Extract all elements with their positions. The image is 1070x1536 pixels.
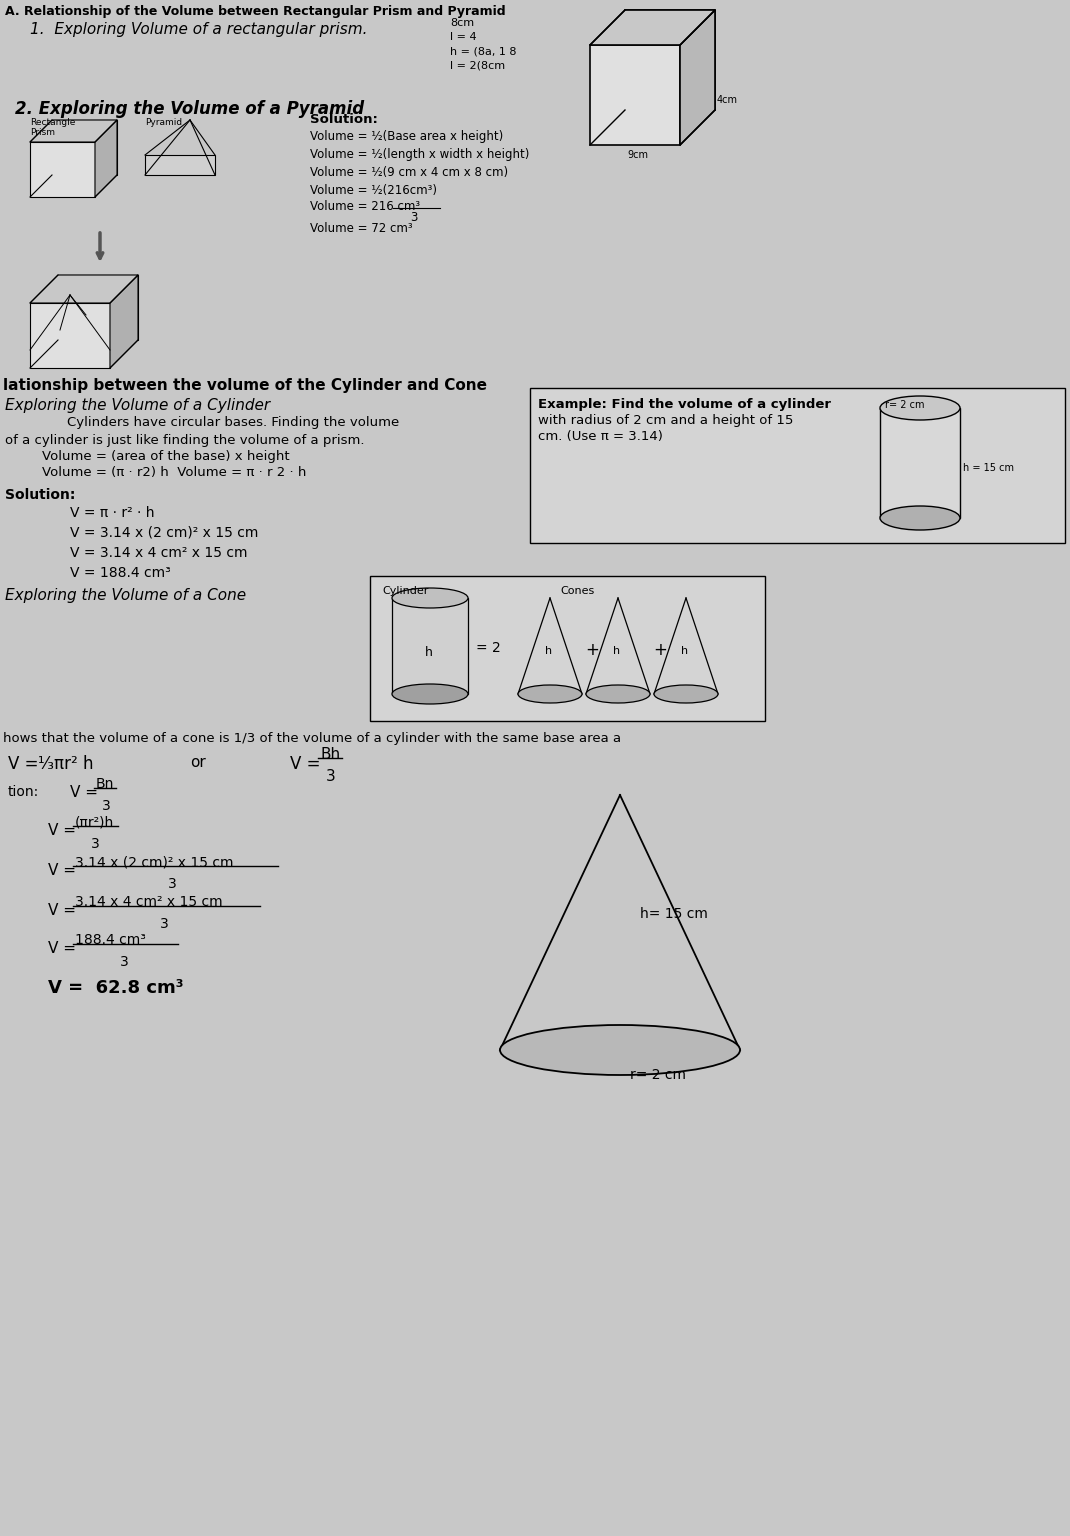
Polygon shape: [110, 275, 138, 369]
Text: of a cylinder is just like finding the volume of a prism.: of a cylinder is just like finding the v…: [5, 435, 365, 447]
Ellipse shape: [518, 685, 582, 703]
Text: 3.14 x 4 cm² x 15 cm: 3.14 x 4 cm² x 15 cm: [75, 895, 223, 909]
Text: Cylinder: Cylinder: [382, 587, 428, 596]
Text: Example: Find the volume of a cylinder: Example: Find the volume of a cylinder: [538, 398, 831, 412]
Polygon shape: [30, 120, 117, 141]
Text: +: +: [653, 641, 667, 659]
Text: Volume = ½(9 cm x 4 cm x 8 cm): Volume = ½(9 cm x 4 cm x 8 cm): [310, 166, 508, 180]
Text: 3: 3: [326, 770, 336, 783]
Text: 9cm: 9cm: [627, 151, 648, 160]
Text: h: h: [613, 647, 621, 656]
Text: 4cm: 4cm: [717, 95, 738, 104]
Bar: [58, 275, 138, 339]
Text: V =: V =: [7, 756, 44, 773]
Ellipse shape: [392, 588, 468, 608]
Bar: [146, 155, 215, 175]
Text: cm. (Use π = 3.14): cm. (Use π = 3.14): [538, 430, 663, 442]
Text: V =: V =: [70, 785, 103, 800]
Bar: [590, 45, 681, 144]
Text: = 2: = 2: [476, 641, 501, 654]
Text: Volume = ½(Base area x height): Volume = ½(Base area x height): [310, 131, 503, 143]
Text: or: or: [190, 756, 205, 770]
Text: Solution:: Solution:: [5, 488, 75, 502]
Text: r= 2 cm: r= 2 cm: [630, 1068, 686, 1081]
Text: h = (8a, 1 8: h = (8a, 1 8: [450, 46, 517, 55]
Bar: [30, 303, 110, 369]
Polygon shape: [30, 275, 138, 303]
Text: 3: 3: [120, 955, 128, 969]
Polygon shape: [590, 11, 715, 45]
Text: ¹⁄₃πr² h: ¹⁄₃πr² h: [39, 756, 93, 773]
Ellipse shape: [586, 685, 649, 703]
Text: tion:: tion:: [7, 785, 40, 799]
Text: Exploring the Volume of a Cylinder: Exploring the Volume of a Cylinder: [5, 398, 270, 413]
Text: l = 4: l = 4: [450, 32, 476, 41]
Text: with radius of 2 cm and a height of 15: with radius of 2 cm and a height of 15: [538, 415, 793, 427]
Text: Solution:: Solution:: [310, 114, 378, 126]
Text: r= 2 cm: r= 2 cm: [885, 399, 924, 410]
Text: Rectangle
Prism: Rectangle Prism: [30, 118, 75, 137]
Bar: [52, 120, 117, 175]
Text: Bh: Bh: [320, 746, 340, 762]
Text: +: +: [585, 641, 599, 659]
Text: h: h: [425, 647, 433, 659]
Text: Volume = 216 cm³: Volume = 216 cm³: [310, 200, 421, 214]
Text: h: h: [545, 647, 552, 656]
Text: V = 3.14 x 4 cm² x 15 cm: V = 3.14 x 4 cm² x 15 cm: [70, 545, 247, 561]
Text: V = 3.14 x (2 cm)² x 15 cm: V = 3.14 x (2 cm)² x 15 cm: [70, 525, 258, 541]
Text: Volume = (area of the base) x height: Volume = (area of the base) x height: [25, 450, 290, 462]
Text: Volume = (π · r2) h  Volume = π · r 2 · h: Volume = (π · r2) h Volume = π · r 2 · h: [25, 465, 306, 479]
Bar: [30, 141, 95, 197]
Ellipse shape: [880, 396, 960, 419]
Text: l = 2(8cm: l = 2(8cm: [450, 60, 505, 71]
Ellipse shape: [392, 684, 468, 703]
Text: 3: 3: [102, 799, 111, 813]
Text: Bn: Bn: [96, 777, 114, 791]
Text: V = 188.4 cm³: V = 188.4 cm³: [70, 565, 171, 581]
Text: Pyramid: Pyramid: [146, 118, 182, 127]
Ellipse shape: [654, 685, 718, 703]
Text: 3.14 x (2 cm)² x 15 cm: 3.14 x (2 cm)² x 15 cm: [75, 856, 233, 869]
Text: V =  62.8 cm³: V = 62.8 cm³: [48, 978, 183, 997]
Text: (πr²)h: (πr²)h: [75, 816, 114, 829]
Text: V =: V =: [48, 903, 81, 919]
Text: 2. Exploring the Volume of a Pyramid: 2. Exploring the Volume of a Pyramid: [15, 100, 364, 118]
Polygon shape: [95, 120, 117, 197]
Text: Volume = 72 cm³: Volume = 72 cm³: [310, 223, 413, 235]
Text: Exploring the Volume of a Cone: Exploring the Volume of a Cone: [5, 588, 246, 604]
Text: lationship between the volume of the Cylinder and Cone: lationship between the volume of the Cyl…: [3, 378, 487, 393]
Text: 8cm: 8cm: [450, 18, 474, 28]
Text: h= 15 cm: h= 15 cm: [640, 906, 708, 922]
Text: V =: V =: [290, 756, 325, 773]
Text: 3: 3: [410, 210, 417, 224]
Text: 3: 3: [168, 877, 177, 891]
Bar: [530, 389, 1065, 544]
Text: h: h: [681, 647, 688, 656]
Text: V =: V =: [48, 823, 81, 839]
Text: Volume = ½(length x width x height): Volume = ½(length x width x height): [310, 147, 530, 161]
Bar: [880, 409, 960, 518]
Text: 188.4 cm³: 188.4 cm³: [75, 932, 146, 948]
Text: Cones: Cones: [560, 587, 594, 596]
Text: Volume = ½(216cm³): Volume = ½(216cm³): [310, 184, 437, 197]
Text: hows that the volume of a cone is 1/3 of the volume of a cylinder with the same : hows that the volume of a cone is 1/3 of…: [3, 733, 621, 745]
Text: 1.  Exploring Volume of a rectangular prism.: 1. Exploring Volume of a rectangular pri…: [30, 22, 367, 37]
Ellipse shape: [880, 505, 960, 530]
Text: Cylinders have circular bases. Finding the volume: Cylinders have circular bases. Finding t…: [50, 416, 399, 429]
Bar: [370, 576, 765, 720]
Polygon shape: [681, 11, 715, 144]
Text: h = 15 cm: h = 15 cm: [963, 462, 1014, 473]
Text: 3: 3: [91, 837, 100, 851]
Text: A. Relationship of the Volume between Rectangular Prism and Pyramid: A. Relationship of the Volume between Re…: [5, 5, 506, 18]
Bar: [392, 598, 468, 694]
Text: V =: V =: [48, 942, 81, 955]
Ellipse shape: [500, 1025, 740, 1075]
Text: V =: V =: [48, 863, 81, 879]
Text: V = π · r² · h: V = π · r² · h: [70, 505, 154, 521]
Bar: [625, 11, 715, 111]
Text: 3: 3: [160, 917, 169, 931]
